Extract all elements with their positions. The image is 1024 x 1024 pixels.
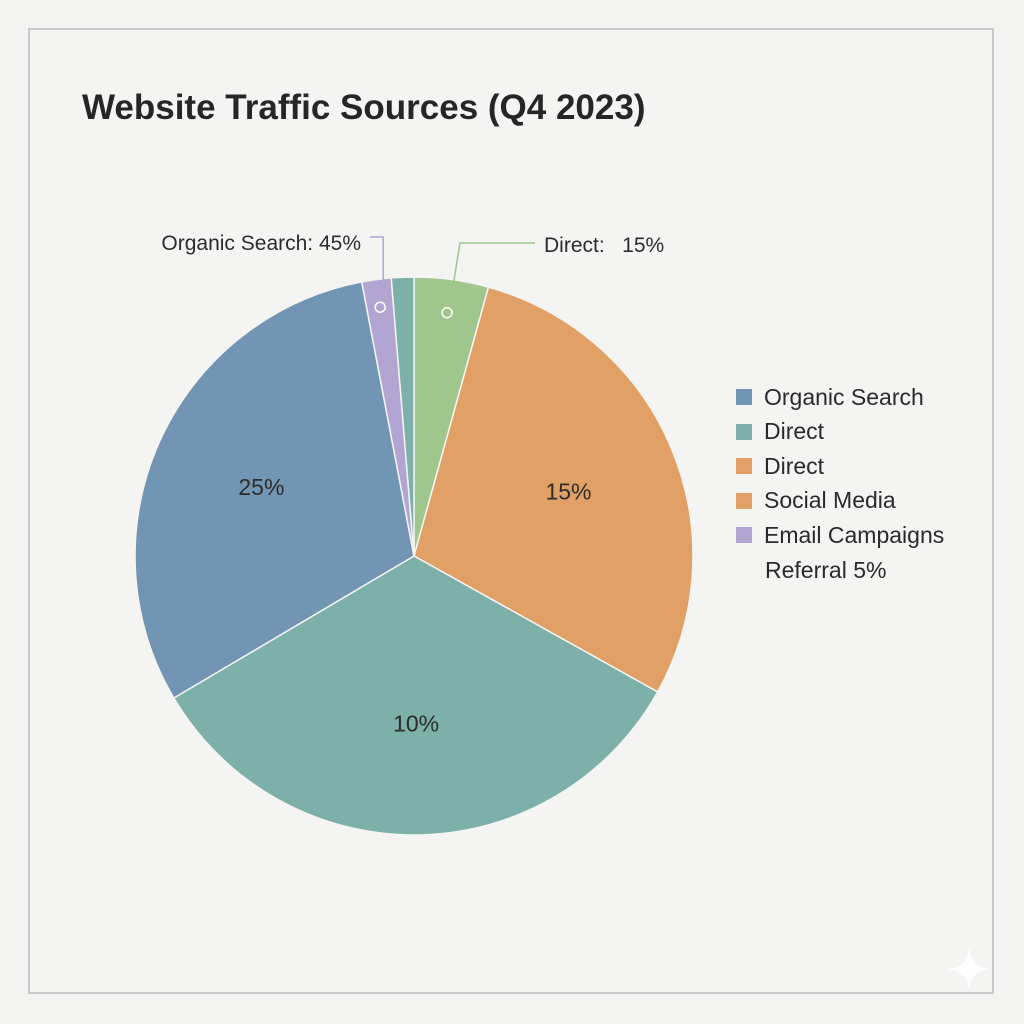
slice-value-label: 15% (545, 479, 591, 505)
legend-label: Social Media (764, 487, 896, 514)
pie-slice (134, 281, 415, 700)
legend-label: Direct (764, 452, 825, 479)
legend-swatch (736, 389, 752, 406)
legend-label: Email Campaigns (764, 521, 945, 548)
sparkle-icon (947, 947, 991, 991)
slice-value-label: 25% (238, 474, 284, 500)
legend-swatch (736, 492, 752, 509)
callout-label: Organic Search: 45% (161, 232, 361, 255)
legend-item: Social Media (736, 484, 944, 519)
legend-item: Direct (736, 449, 944, 484)
callout-leader-line (452, 242, 535, 286)
legend-swatch (736, 458, 752, 475)
callout-leader-line (370, 236, 384, 286)
callout-label: Direct: 15% (544, 234, 664, 257)
legend-note: Referral 5% (765, 556, 887, 583)
legend-label: Organic Search (764, 383, 924, 410)
legend-item: Email Campaigns (736, 518, 944, 553)
legend-label: Direct (764, 418, 825, 445)
callout-marker (374, 301, 386, 313)
pie-slice (172, 555, 659, 836)
legend-item: Direct (736, 415, 944, 450)
pie-slice (390, 276, 415, 557)
legend-item: Organic Search (736, 380, 944, 415)
slice-value-label: 10% (393, 710, 439, 736)
chart-title: Website Traffic Sources (Q4 2023) (82, 88, 646, 127)
callout-marker (441, 306, 453, 319)
chart-legend: Organic Search Direct Direct Social Medi… (736, 380, 944, 587)
legend-swatch (736, 527, 752, 544)
pie-slice (413, 286, 694, 693)
legend-swatch (736, 423, 752, 440)
